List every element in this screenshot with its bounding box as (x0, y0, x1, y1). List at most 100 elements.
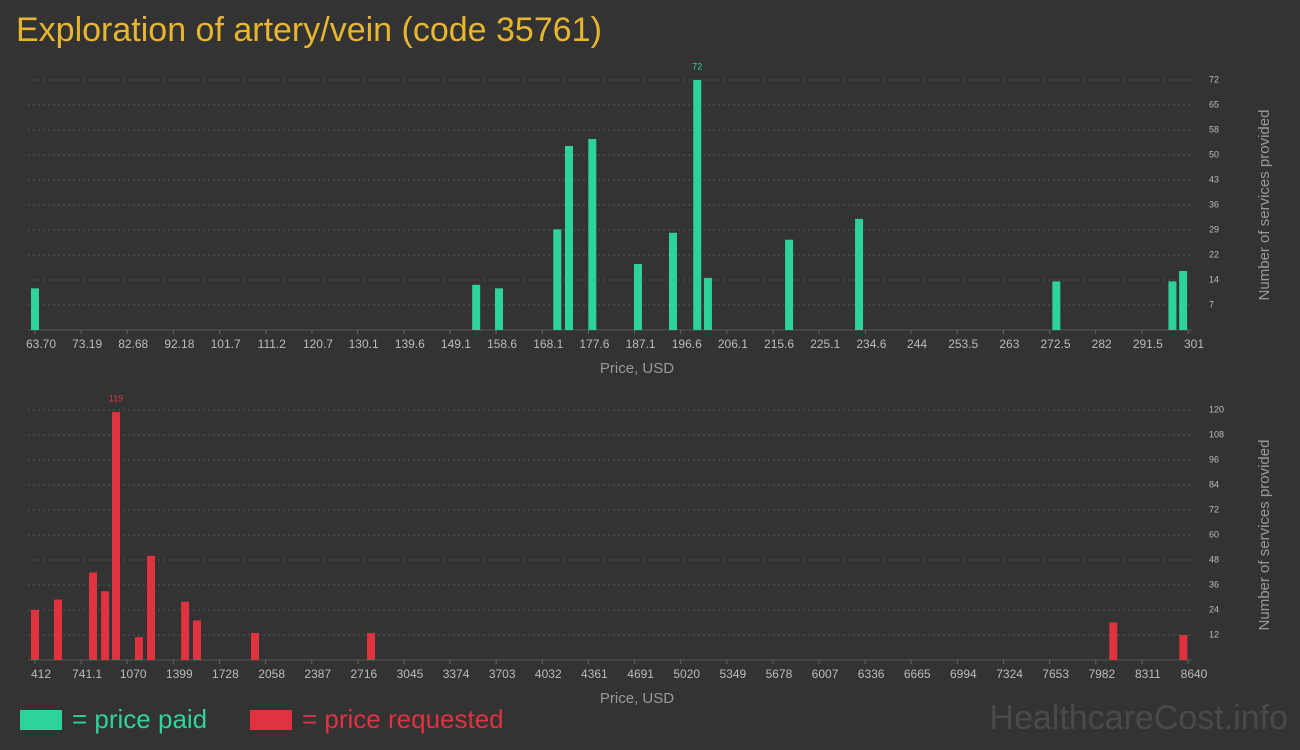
x-tick-label: 187.1 (626, 337, 656, 351)
y-tick-label: 72 (1209, 504, 1219, 514)
bar (1109, 622, 1118, 660)
y-tick-label: 43 (1209, 174, 1219, 184)
x-tick-label: 234.6 (856, 337, 886, 351)
x-tick-label: 158.6 (487, 337, 517, 351)
y-tick-label: 14 (1209, 274, 1219, 284)
bar (668, 232, 677, 330)
x-tick-label: 7982 (1088, 667, 1115, 681)
bar (181, 601, 190, 660)
bar (703, 277, 712, 330)
bar (693, 80, 702, 330)
bar (111, 412, 120, 660)
y-tick-label: 7 (1209, 299, 1214, 309)
x-tick-label: 412 (31, 667, 51, 681)
y-tick-label: 12 (1209, 629, 1219, 639)
x-tick-label: 73.19 (72, 337, 102, 351)
x-tick-label: 7324 (996, 667, 1023, 681)
y-tick-label: 48 (1209, 554, 1219, 564)
x-tick-label: 1070 (120, 667, 147, 681)
legend-swatch (250, 710, 292, 730)
x-tick-label: 2387 (304, 667, 331, 681)
bar (1179, 635, 1188, 660)
chart-title: Exploration of artery/vein (code 35761) (16, 11, 602, 49)
y-tick-label: 84 (1209, 479, 1219, 489)
bar (1168, 281, 1177, 330)
y-tick-label: 60 (1209, 529, 1219, 539)
x-tick-label: 63.70 (26, 337, 56, 351)
x-tick-label: 2716 (351, 667, 378, 681)
x-tick-label: 101.7 (211, 337, 241, 351)
x-axis-title: Price, USD (600, 360, 674, 377)
bar (31, 610, 39, 660)
bar (553, 229, 562, 330)
bar (855, 218, 864, 330)
x-tick-label: 253.5 (948, 337, 978, 351)
value-label: 119 (109, 393, 123, 403)
bar (31, 288, 39, 330)
y-tick-label: 36 (1209, 199, 1219, 209)
legend-swatch (20, 710, 62, 730)
x-tick-label: 4361 (581, 667, 608, 681)
x-tick-label: 6336 (858, 667, 885, 681)
x-tick-label: 1399 (166, 667, 193, 681)
legend-label: = price paid (72, 704, 207, 734)
value-label: 72 (692, 61, 702, 71)
x-tick-label: 149.1 (441, 337, 471, 351)
watermark: HealthcareCost.info (989, 699, 1288, 737)
x-tick-label: 741.1 (72, 667, 102, 681)
x-tick-label: 272.5 (1041, 337, 1071, 351)
bar (564, 145, 573, 330)
x-tick-label: 291.5 (1133, 337, 1163, 351)
y-tick-label: 65 (1209, 99, 1219, 109)
bar (101, 591, 110, 660)
bar (1179, 270, 1188, 330)
x-tick-label: 8311 (1135, 667, 1161, 681)
y-tick-label: 72 (1209, 74, 1219, 84)
y-tick-label: 29 (1209, 224, 1219, 234)
x-tick-label: 8640 (1181, 667, 1208, 681)
x-tick-label: 225.1 (810, 337, 840, 351)
legend-label: = price requested (302, 704, 504, 734)
y-tick-label: 36 (1209, 579, 1219, 589)
x-tick-label: 282 (1092, 337, 1112, 351)
x-tick-label: 301 (1184, 337, 1204, 351)
x-tick-label: 4032 (535, 667, 562, 681)
x-tick-label: 263 (999, 337, 1019, 351)
y-axis-title: Number of services provided (1256, 440, 1273, 631)
y-tick-label: 58 (1209, 124, 1219, 134)
y-axis-title: Number of services provided (1256, 110, 1273, 301)
y-tick-label: 96 (1209, 454, 1219, 464)
bar (251, 632, 260, 660)
x-tick-label: 177.6 (579, 337, 609, 351)
bar (633, 264, 642, 330)
x-axis-title: Price, USD (600, 690, 674, 707)
x-tick-label: 120.7 (303, 337, 333, 351)
x-tick-label: 6994 (950, 667, 977, 681)
x-tick-label: 7653 (1042, 667, 1069, 681)
x-tick-label: 206.1 (718, 337, 748, 351)
y-tick-label: 50 (1209, 149, 1219, 159)
x-tick-label: 3703 (489, 667, 516, 681)
x-tick-label: 3045 (397, 667, 424, 681)
x-tick-label: 2058 (258, 667, 285, 681)
x-tick-label: 5678 (766, 667, 793, 681)
bar (588, 139, 597, 330)
x-tick-label: 130.1 (349, 337, 379, 351)
y-tick-label: 108 (1209, 429, 1224, 439)
x-tick-label: 5349 (719, 667, 746, 681)
x-tick-label: 215.6 (764, 337, 794, 351)
bar (785, 239, 794, 330)
bar (53, 599, 62, 660)
y-tick-label: 24 (1209, 604, 1219, 614)
bar (89, 572, 98, 660)
bar (192, 620, 201, 660)
bar (1052, 281, 1061, 330)
x-tick-label: 82.68 (118, 337, 148, 351)
bar (147, 555, 156, 660)
y-tick-label: 120 (1209, 404, 1224, 414)
x-tick-label: 168.1 (533, 337, 563, 351)
bar (472, 284, 481, 330)
x-tick-label: 1728 (212, 667, 239, 681)
